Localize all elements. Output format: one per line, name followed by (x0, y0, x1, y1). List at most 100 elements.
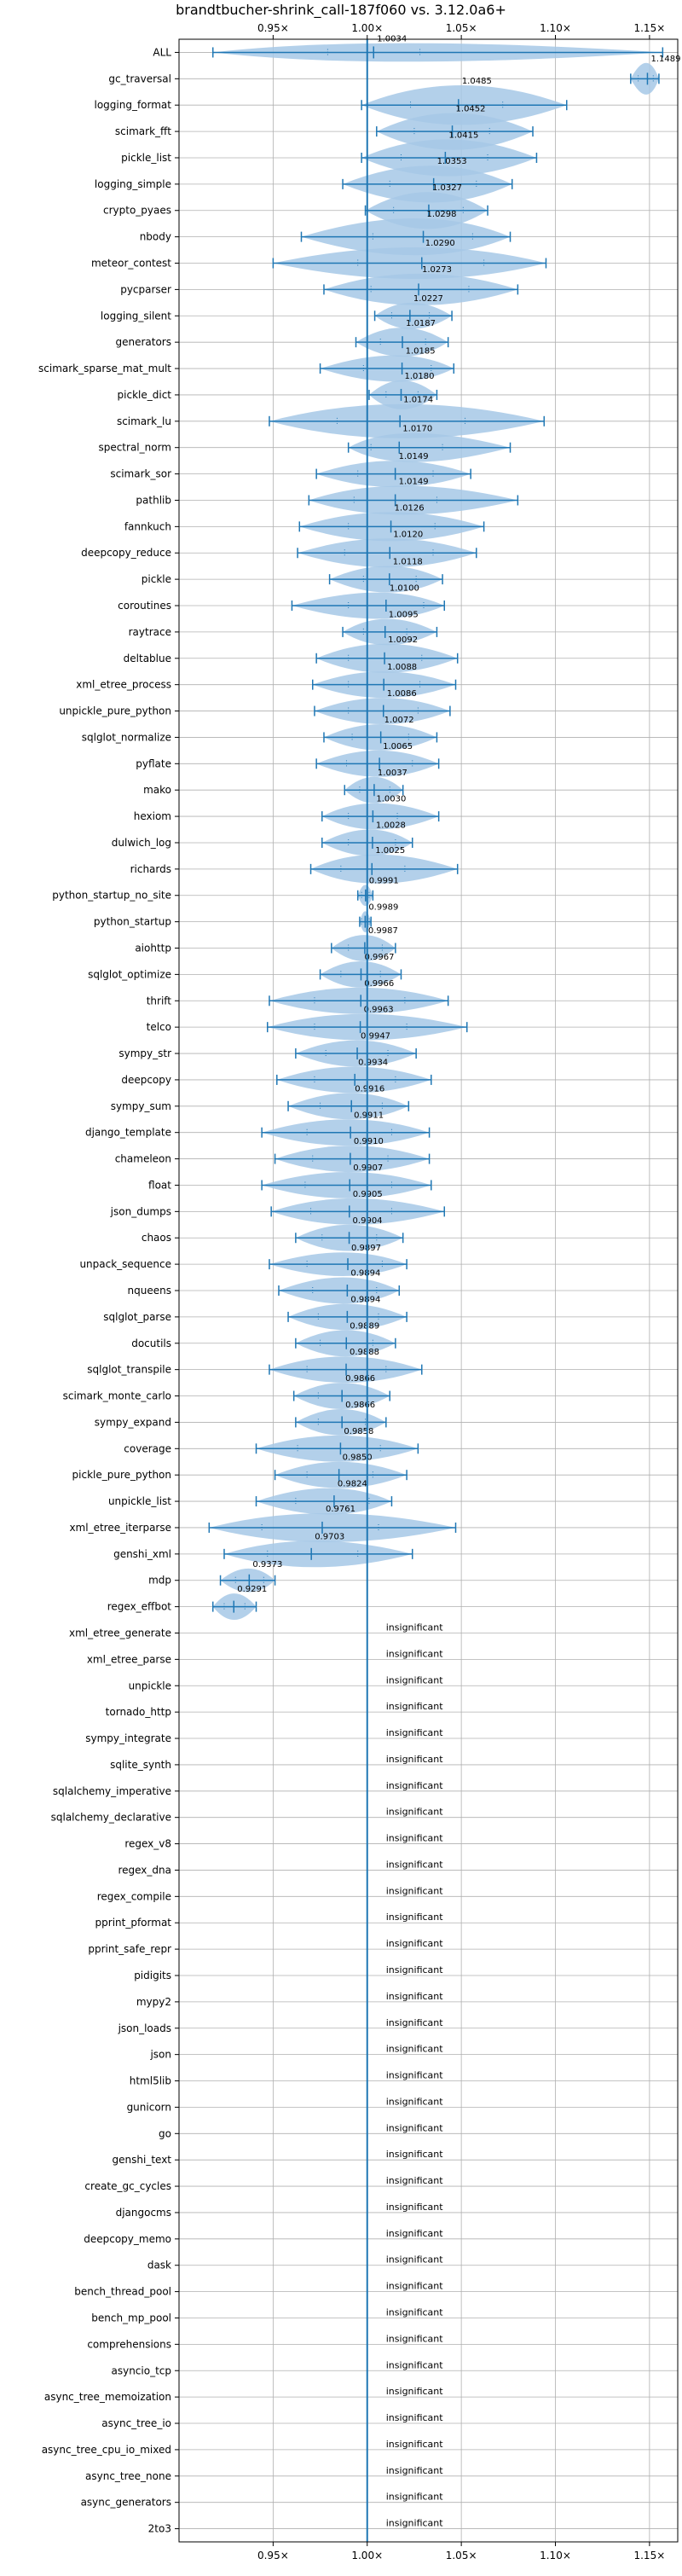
insignificant-label: insignificant (386, 2044, 444, 2055)
mean-value-label: 0.9987 (368, 926, 398, 936)
y-tick-label: pidigits (134, 1970, 171, 1981)
y-tick-label: scimark_sparse_mat_mult (38, 363, 171, 374)
y-tick-label: pycparser (120, 283, 171, 295)
insignificant-label: insignificant (386, 2281, 444, 2292)
mean-value-label: 1.0118 (393, 558, 423, 567)
x-tick-label-bottom: 1.05× (446, 2550, 477, 2561)
y-tick-label: sympy_expand (95, 1416, 171, 1428)
mean-value-label: 1.0025 (375, 846, 405, 856)
mean-value-label: 0.9703 (315, 1532, 344, 1541)
mean-value-label: 1.0092 (388, 635, 418, 645)
y-tick-label: pprint_safe_repr (88, 1943, 171, 1955)
mean-value-label: 1.0149 (399, 477, 429, 486)
y-tick-label: richards (130, 863, 171, 875)
mean-value-label: 1.0185 (406, 347, 436, 357)
mean-value-label: 1.0327 (432, 183, 462, 193)
x-tick-label-bottom: 1.00× (351, 2550, 383, 2561)
y-tick-label: aiohttp (135, 943, 171, 954)
y-tick-label: scimark_sor (110, 468, 171, 480)
insignificant-label: insignificant (386, 2228, 444, 2239)
y-tick-label: pickle_dict (118, 389, 172, 401)
y-tick-label: sqlglot_parse (103, 1311, 171, 1323)
mean-value-label: 0.9866 (345, 1401, 375, 1410)
y-tick-label: regex_v8 (124, 1838, 171, 1850)
y-tick-label: crypto_pyaes (103, 205, 171, 217)
y-tick-label: scimark_fft (115, 125, 171, 137)
mean-value-label: 0.9858 (344, 1427, 373, 1436)
mean-value-label: 1.0415 (448, 131, 478, 140)
y-tick-label: dulwich_log (112, 837, 171, 849)
insignificant-label: insignificant (386, 1859, 444, 1870)
y-tick-label: xml_etree_iterparse (69, 1522, 171, 1534)
y-tick-label: mdp (148, 1575, 171, 1587)
mean-value-label: 0.9934 (358, 1058, 388, 1067)
insignificant-label: insignificant (386, 2412, 444, 2423)
y-tick-label: unpack_sequence (79, 1258, 171, 1270)
mean-value-label: 1.0088 (387, 663, 417, 672)
y-tick-label: json_dumps (110, 1205, 171, 1217)
y-tick-label: logging_silent (101, 310, 171, 322)
y-tick-label: unpickle (129, 1680, 171, 1691)
y-tick-label: create_gc_cycles (84, 2180, 171, 2192)
y-tick-label: python_startup_no_site (52, 890, 171, 902)
y-tick-label: genshi_text (113, 2154, 172, 2166)
y-tick-label: nqueens (128, 1285, 171, 1297)
y-tick-label: bench_thread_pool (74, 2286, 171, 2298)
y-tick-label: logging_simple (95, 178, 171, 190)
y-tick-label: coverage (124, 1442, 171, 1454)
mean-value-label: 1.0095 (389, 610, 419, 619)
y-tick-label: unpickle_pure_python (59, 705, 171, 717)
insignificant-label: insignificant (386, 1991, 444, 2002)
y-tick-label: async_generators (81, 2497, 171, 2509)
y-tick-label: comprehensions (87, 2338, 171, 2350)
insignificant-label: insignificant (386, 2359, 444, 2370)
insignificant-label: insignificant (386, 2439, 444, 2450)
y-tick-label: sympy_str (118, 1047, 171, 1059)
y-tick-label: sqlalchemy_imperative (53, 1785, 171, 1797)
y-tick-label: mypy2 (136, 1996, 171, 2008)
y-tick-label: django_template (85, 1127, 171, 1139)
y-tick-label: chaos (142, 1232, 171, 1244)
y-tick-label: thrift (147, 995, 172, 1007)
y-tick-label: json_loads (118, 2022, 171, 2034)
y-tick-label: coroutines (118, 600, 171, 612)
y-tick-label: sympy_integrate (85, 1732, 171, 1744)
mean-value-label: 1.0086 (387, 689, 417, 699)
y-tick-label: docutils (131, 1337, 171, 1349)
y-tick-label: hexiom (134, 810, 171, 822)
y-tick-label: xml_etree_parse (87, 1653, 171, 1665)
y-tick-label: sqlglot_normalize (82, 731, 171, 743)
insignificant-label: insignificant (386, 2122, 444, 2133)
mean-value-label: 1.0187 (406, 319, 436, 328)
mean-value-label: 0.9894 (350, 1269, 380, 1279)
insignificant-label: insignificant (386, 2175, 444, 2186)
x-tick-label-top: 1.10× (540, 22, 571, 34)
y-tick-label: async_tree_cpu_io_mixed (42, 2444, 171, 2456)
mean-value-label: 0.9991 (369, 876, 399, 885)
y-tick-label: sqlglot_optimize (88, 968, 171, 980)
y-tick-label: pathlib (136, 494, 171, 506)
insignificant-label: insignificant (386, 1727, 444, 1738)
insignificant-label: insignificant (386, 1701, 444, 1712)
insignificant-label: insignificant (386, 1912, 444, 1923)
y-tick-label: raytrace (129, 626, 171, 638)
y-tick-label: unpickle_list (108, 1495, 171, 1507)
y-tick-label: deltablue (124, 653, 171, 664)
insignificant-label: insignificant (386, 2465, 444, 2476)
insignificant-label: insignificant (386, 1622, 444, 1633)
insignificant-label: insignificant (386, 1833, 444, 1844)
insignificant-label: insignificant (386, 1938, 444, 1949)
y-tick-label: telco (147, 1021, 171, 1033)
y-tick-label: sympy_sum (111, 1100, 171, 1112)
mean-value-label: 1.0126 (395, 503, 425, 513)
y-tick-label: python_startup (94, 916, 171, 928)
mean-value-label: 1.0227 (413, 294, 443, 304)
y-tick-label: meteor_contest (91, 258, 171, 270)
y-tick-label: nbody (140, 231, 171, 243)
y-tick-label: scimark_monte_carlo (63, 1390, 171, 1402)
mean-value-label: 1.0485 (462, 77, 492, 86)
y-tick-label: 2to3 (148, 2523, 171, 2535)
y-tick-label: logging_format (94, 99, 171, 111)
mean-value-label: 1.0353 (437, 157, 467, 166)
